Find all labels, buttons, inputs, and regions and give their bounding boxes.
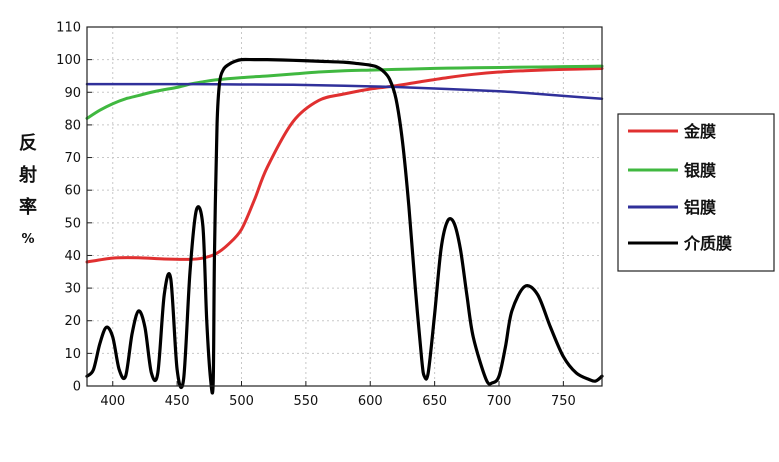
y-axis-label-char-2: 射 bbox=[18, 164, 37, 186]
y-tick-label: 10 bbox=[64, 347, 81, 362]
legend-box bbox=[617, 113, 775, 272]
y-axis-label-char-3: 率 bbox=[19, 196, 37, 218]
x-tick-label: 700 bbox=[487, 394, 512, 409]
y-tick-label: 20 bbox=[64, 314, 81, 329]
series-dielectric-film bbox=[85, 57, 604, 395]
x-tick-label: 600 bbox=[358, 394, 383, 409]
y-tick-label: 70 bbox=[64, 151, 81, 166]
y-tick-label: 40 bbox=[64, 249, 81, 264]
legend-label-gold: 金膜 bbox=[683, 122, 716, 141]
legend: 金膜 银膜 铝膜 介质膜 bbox=[617, 113, 775, 272]
plot-frame bbox=[86, 26, 603, 387]
legend-label-dielectric: 介质膜 bbox=[683, 234, 732, 253]
x-tick-label: 750 bbox=[551, 394, 576, 409]
x-tick-label: 500 bbox=[229, 394, 254, 409]
y-tick-label: 0 bbox=[73, 380, 81, 395]
y-tick-label: 90 bbox=[64, 86, 81, 101]
y-axis-unit: % bbox=[21, 232, 34, 247]
grid bbox=[87, 27, 602, 386]
series-silver-film bbox=[85, 64, 604, 120]
legend-label-silver: 银膜 bbox=[684, 161, 716, 180]
y-axis-label: 反 射 率 % bbox=[18, 133, 37, 247]
x-tick-label: 550 bbox=[293, 394, 318, 409]
series-aluminum-film bbox=[85, 82, 604, 101]
series-gold-film bbox=[85, 66, 604, 264]
y-axis-label-char-1: 反 bbox=[19, 133, 37, 154]
y-tick-label: 30 bbox=[64, 282, 81, 297]
axis-ticks: 400 450 500 550 600 650 700 750 0 10 20 30 40 50 60 70 8… bbox=[56, 21, 576, 410]
legend-label-aluminum: 铝膜 bbox=[684, 198, 716, 217]
y-tick-label: 80 bbox=[64, 118, 81, 133]
y-tick-label: 50 bbox=[64, 216, 81, 231]
y-tick-label: 100 bbox=[56, 53, 81, 68]
series-lines bbox=[85, 57, 604, 395]
y-tick-label: 110 bbox=[56, 21, 81, 36]
x-tick-label: 400 bbox=[100, 394, 125, 409]
y-tick-label: 60 bbox=[64, 184, 81, 199]
x-tick-label: 650 bbox=[422, 394, 447, 409]
x-tick-label: 450 bbox=[165, 394, 190, 409]
